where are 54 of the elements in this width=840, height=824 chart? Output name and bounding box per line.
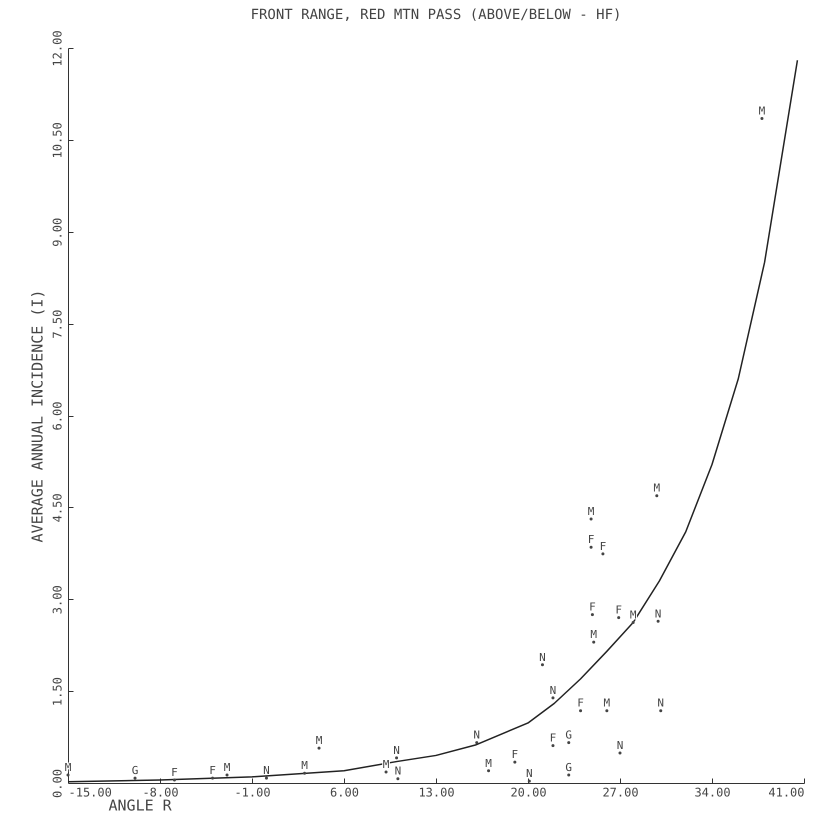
x-tick-label: -8.00 — [142, 786, 179, 800]
text: M — [316, 734, 322, 748]
text: M — [485, 756, 492, 770]
text: F — [577, 696, 584, 710]
text: N — [526, 767, 533, 780]
x-tick-label: 13.00 — [418, 786, 455, 800]
text: F — [550, 732, 556, 745]
series-label: F — [589, 600, 596, 614]
series-label: M — [588, 505, 595, 518]
x-axis-title: ANGLE R — [108, 796, 173, 814]
y-tick-label: 0.00 — [50, 769, 64, 798]
text: F — [512, 748, 518, 762]
y-tick-label: 10.50 — [50, 122, 64, 158]
text: G — [565, 761, 572, 774]
series-label: G — [565, 728, 572, 742]
x-tick-label: 34.00 — [694, 786, 731, 800]
y-tick-label: 6.00 — [50, 402, 64, 430]
text: M — [224, 761, 230, 774]
text: F — [209, 764, 216, 778]
text: M — [630, 608, 636, 622]
x-tick-label: 6.00 — [330, 786, 359, 800]
text: N — [654, 607, 662, 620]
text: F — [600, 540, 606, 553]
chart-title: FRONT RANGE, RED MTN PASS (ABOVE/BELOW - HF) — [250, 6, 622, 23]
y-tick-label: 3.00 — [50, 585, 64, 614]
text: N — [657, 696, 664, 710]
text: N — [473, 728, 480, 742]
text: N — [616, 738, 624, 752]
text: M — [590, 628, 598, 642]
text: N — [539, 650, 546, 664]
x-tick-label: -15.00 — [68, 786, 112, 800]
y-axis-title: AVERAGE ANNUAL INCIDENCE (I) — [28, 290, 46, 542]
y-tick-label: 4.50 — [50, 493, 64, 522]
text: M — [758, 104, 766, 118]
text: F — [171, 766, 178, 779]
text: M — [301, 759, 308, 772]
x-tick-label: 41.00 — [768, 786, 804, 800]
y-tick-label: 1.50 — [50, 677, 64, 706]
y-tick-label: 12.00 — [50, 30, 64, 67]
text: M — [604, 696, 610, 710]
x-tick-label: -1.00 — [234, 786, 271, 800]
y-tick-label: 9.00 — [50, 218, 64, 247]
text: G — [132, 764, 138, 778]
series-label: N — [394, 764, 402, 778]
line-series — [67, 60, 798, 783]
text: F — [588, 533, 594, 546]
text: F — [615, 604, 622, 617]
x-tick-label: 27.00 — [602, 786, 639, 800]
text: N — [393, 744, 400, 757]
text: M — [653, 482, 660, 495]
x-tick-label: 20.00 — [510, 786, 547, 800]
text: N — [550, 684, 556, 697]
y-tick-label: 7.50 — [50, 310, 64, 339]
text: N — [263, 764, 270, 778]
